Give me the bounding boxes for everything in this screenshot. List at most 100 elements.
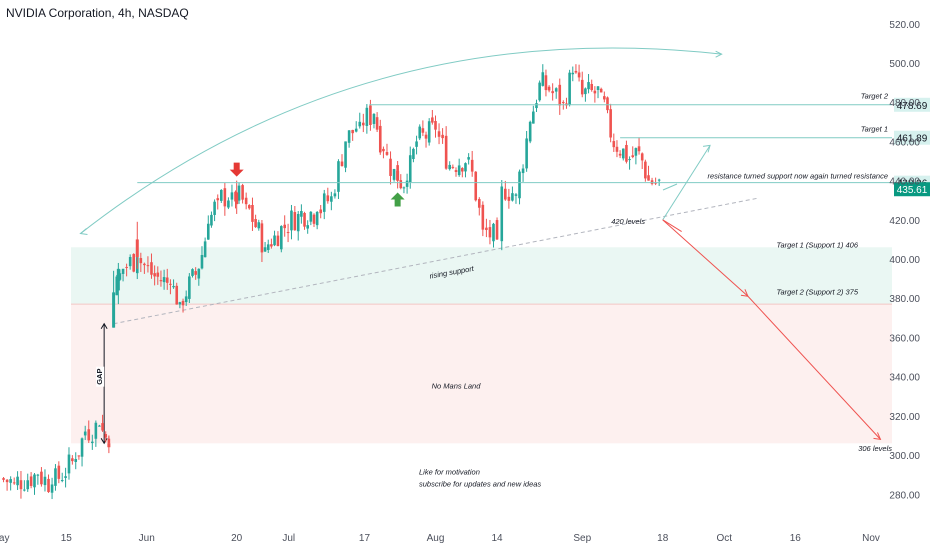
candle	[461, 167, 464, 178]
candle-body	[405, 180, 409, 187]
candle	[188, 273, 191, 304]
candle	[637, 137, 641, 155]
bearish-segment	[662, 219, 682, 233]
candle-body	[495, 220, 499, 240]
candle-body	[337, 161, 340, 192]
annotation-label: Target 2	[861, 91, 889, 100]
chart-title: NVIDIA Corporation, 4h, NASDAQ	[6, 6, 189, 20]
candle	[389, 151, 392, 185]
candle-body	[488, 227, 492, 238]
candle-body	[396, 170, 400, 181]
candle-body	[197, 268, 201, 279]
candle-body	[580, 79, 584, 95]
candle	[535, 99, 538, 113]
candle	[270, 238, 273, 249]
candle	[500, 179, 504, 251]
candle-body	[91, 441, 94, 444]
candle-body	[596, 86, 600, 90]
candle-body	[254, 219, 257, 228]
candle	[525, 130, 528, 172]
candle-body	[551, 91, 554, 94]
candle	[481, 201, 485, 237]
candle	[587, 73, 590, 94]
candle-body	[492, 223, 495, 242]
candle-body	[467, 157, 470, 160]
candle	[477, 197, 481, 216]
annotation-label: 420 levels	[611, 217, 645, 226]
candle-body	[98, 425, 101, 427]
projection-arrowhead	[873, 432, 882, 441]
projection-arrowhead	[740, 289, 749, 297]
candle-body	[525, 138, 528, 169]
candle	[286, 223, 290, 243]
candle	[634, 147, 638, 165]
candle	[551, 83, 554, 101]
time-tick-label: 20	[231, 533, 243, 544]
candle-body	[647, 175, 650, 181]
candle	[216, 194, 220, 210]
green-support-zone	[71, 247, 892, 305]
candle-body	[125, 266, 128, 268]
no-mans-land	[71, 304, 892, 444]
candle	[241, 183, 244, 204]
gap-arrowhead	[100, 322, 108, 329]
candle-body	[385, 152, 389, 155]
candle-body	[511, 193, 514, 201]
candle-body	[128, 257, 132, 267]
up-arrow-icon	[390, 192, 405, 207]
time-axis[interactable]: May 15 Jun 20 Jul 17 Aug 14 Sep 18 Oct 16 Nov	[0, 533, 880, 544]
candle-body	[309, 211, 313, 222]
price-tick-label: 280.00	[889, 490, 920, 501]
candle	[23, 480, 26, 492]
candle-body	[101, 423, 104, 431]
candle-body	[188, 276, 191, 299]
candle-body	[5, 479, 9, 483]
price-tick-label: 440.00	[889, 177, 920, 188]
candle-body	[514, 194, 518, 196]
candle	[112, 270, 116, 328]
candle	[448, 161, 452, 171]
candle-body	[121, 268, 125, 274]
candle-body	[29, 476, 33, 486]
candle	[625, 140, 628, 164]
price-tick-label: 380.00	[889, 294, 920, 305]
candle	[162, 269, 166, 290]
candle-body	[175, 285, 179, 305]
candle-body	[640, 153, 644, 161]
candle-body	[206, 223, 210, 240]
candle-body	[12, 482, 16, 484]
candle-body	[162, 277, 166, 283]
candle	[26, 473, 30, 492]
candle-body	[9, 479, 12, 483]
candle	[290, 204, 293, 240]
candle	[337, 159, 340, 199]
candle-body	[200, 255, 204, 269]
candle	[200, 246, 204, 270]
candle-body	[333, 193, 337, 197]
candle-body	[266, 244, 270, 250]
time-tick-label: Jul	[282, 533, 295, 544]
candle-body	[159, 280, 163, 282]
candle	[139, 252, 143, 273]
candle	[143, 262, 146, 274]
candle-body	[172, 286, 175, 288]
candle-body	[408, 155, 412, 183]
candle	[87, 420, 91, 443]
candle	[12, 477, 16, 485]
price-axis[interactable]: 280.00 300.00 320.00 340.00 360.00 380.00 400.…	[889, 20, 920, 501]
candle	[172, 279, 175, 289]
current-price-tag	[894, 182, 930, 197]
candle-body	[421, 128, 425, 133]
candle	[77, 455, 81, 460]
candle	[434, 115, 437, 138]
candle	[485, 218, 488, 238]
candle-body	[532, 111, 535, 124]
annotation-label: Target 1	[861, 125, 888, 134]
candle-body	[451, 166, 455, 168]
candle	[612, 133, 616, 152]
price-tick-label: 300.00	[889, 451, 920, 462]
candle-body	[574, 70, 578, 73]
annotations-layer: Target 2 Target 1 resistance turned suppor…	[95, 91, 892, 488]
rising-support-line	[113, 197, 758, 325]
